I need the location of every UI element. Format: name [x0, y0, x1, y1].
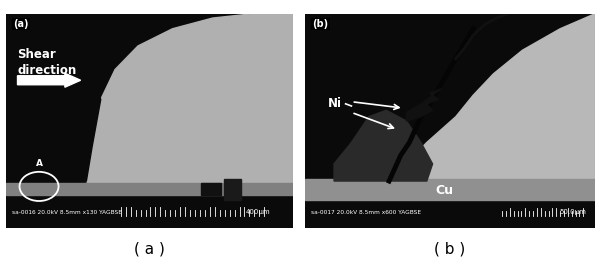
Text: Ni: Ni: [328, 97, 342, 110]
Text: 50.0μm: 50.0μm: [559, 209, 586, 215]
Text: (a): (a): [13, 19, 29, 29]
Bar: [201, 183, 221, 195]
Text: sa-0017 20.0kV 8.5mm x600 YAGBSE: sa-0017 20.0kV 8.5mm x600 YAGBSE: [311, 210, 421, 215]
Text: 400μm: 400μm: [245, 209, 270, 215]
Text: A: A: [36, 159, 42, 167]
FancyArrow shape: [18, 73, 81, 87]
Polygon shape: [392, 14, 595, 181]
Polygon shape: [406, 89, 442, 121]
Text: ( a ): ( a ): [134, 241, 165, 256]
Text: Shear
direction: Shear direction: [18, 48, 77, 77]
Text: (b): (b): [312, 19, 329, 29]
Text: ( b ): ( b ): [434, 241, 466, 256]
Bar: [224, 179, 242, 200]
Bar: [305, 179, 595, 200]
Text: Cu: Cu: [435, 184, 453, 197]
Text: sa-0016 20.0kV 8.5mm x130 YAGBSE: sa-0016 20.0kV 8.5mm x130 YAGBSE: [11, 210, 122, 215]
Polygon shape: [6, 14, 101, 181]
Bar: [6, 183, 293, 195]
Polygon shape: [334, 110, 432, 181]
Polygon shape: [86, 14, 293, 190]
